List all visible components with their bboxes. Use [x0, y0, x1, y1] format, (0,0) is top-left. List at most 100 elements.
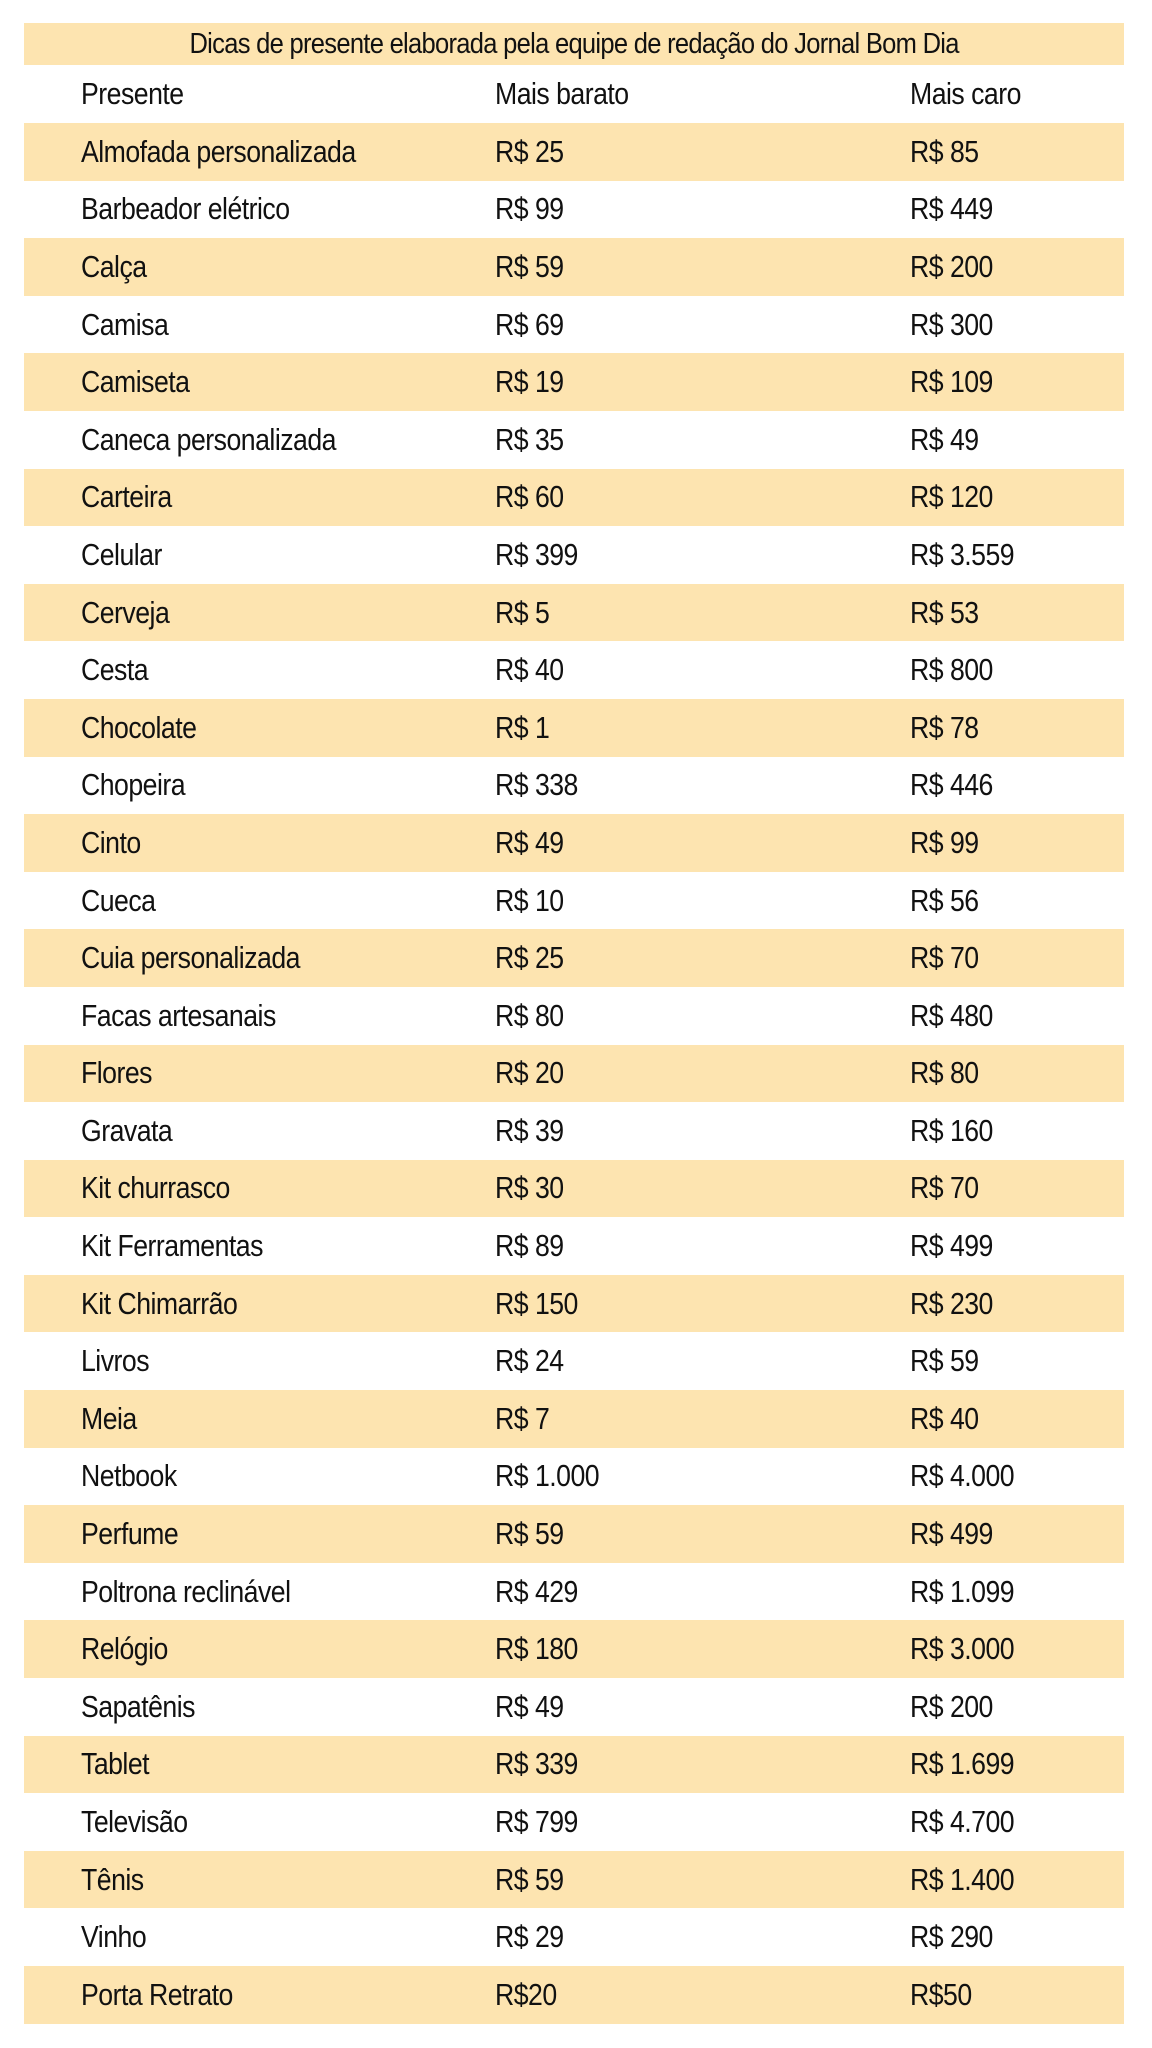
gift-cell: Perfume: [81, 1516, 194, 1552]
priciest-price-cell: R$ 1.099: [910, 1574, 1031, 1610]
priciest-price-cell-text: R$ 70: [910, 1170, 979, 1206]
cheapest-price-cell: R$ 24: [495, 1343, 575, 1379]
table-row: Camiseta R$ 19 R$ 109: [24, 353, 1124, 411]
cheapest-price-cell: R$ 30: [495, 1170, 575, 1206]
gift-cell: Kit Chimarrão: [81, 1286, 263, 1322]
gift-cell-text: Flores: [81, 1055, 152, 1091]
gift-cell-text: Sapatênis: [81, 1688, 195, 1724]
gift-cell: Chopeira: [81, 767, 202, 803]
cheapest-price-cell: R$ 69: [495, 307, 575, 343]
priciest-price-cell-text: R$ 1.699: [910, 1746, 1015, 1782]
cheapest-price-cell-text: R$ 59: [495, 1861, 564, 1897]
priciest-price-cell-text: R$ 480: [910, 997, 993, 1033]
priciest-price-cell-text: R$ 3.559: [910, 536, 1015, 572]
cheapest-price-cell-text: R$ 89: [495, 1228, 564, 1264]
priciest-price-cell-text: R$ 1.400: [910, 1861, 1015, 1897]
gift-cell: Vinho: [81, 1919, 157, 1955]
table-row: Facas artesanais R$ 80 R$ 480: [24, 987, 1124, 1045]
priciest-price-cell-text: R$ 120: [910, 479, 993, 515]
gift-cell: Tablet: [81, 1746, 160, 1782]
cheapest-price-cell: R$ 19: [495, 364, 575, 400]
priciest-price-cell-text: R$ 99: [910, 824, 979, 860]
cheapest-price-cell-text: R$ 180: [495, 1631, 578, 1667]
header-priciest-text: Mais caro: [910, 76, 1021, 111]
gift-cell-text: Gravata: [81, 1112, 173, 1148]
header-cheapest-text: Mais barato: [495, 76, 629, 111]
header-gift-text: Presente: [81, 76, 184, 111]
table-row: Almofada personalizada R$ 25 R$ 85: [24, 123, 1124, 181]
table-row: Cesta R$ 40 R$ 800: [24, 641, 1124, 699]
priciest-price-cell: R$ 499: [910, 1516, 1006, 1552]
table-row: Tênis R$ 59 R$ 1.400: [24, 1850, 1124, 1909]
gift-cell: Cueca: [81, 883, 168, 919]
gift-cell: Porta Retrato: [81, 1977, 258, 2013]
cheapest-price-cell-text: R$ 49: [495, 1688, 564, 1724]
cheapest-price-cell: R$ 99: [495, 191, 575, 227]
table-body: Almofada personalizada R$ 25 R$ 85 Barbeado…: [24, 123, 1124, 2024]
cheapest-price-cell-text: R$ 399: [495, 536, 578, 572]
priciest-price-cell: R$ 1.400: [910, 1862, 1031, 1898]
header-gift: Presente: [81, 76, 200, 112]
table-row: Kit Ferramentas R$ 89 R$ 499: [24, 1217, 1124, 1275]
gift-cell: Televisão: [81, 1804, 205, 1840]
gift-cell-text: Cesta: [81, 652, 149, 688]
priciest-price-cell-text: R$ 80: [910, 1055, 979, 1091]
gift-cell: Carteira: [81, 479, 186, 515]
gift-cell-text: Kit Ferramentas: [81, 1228, 263, 1264]
table-row: Gravata R$ 39 R$ 160: [24, 1102, 1124, 1160]
cheapest-price-cell-text: R$ 25: [495, 940, 564, 976]
priciest-price-cell-text: R$ 446: [910, 767, 993, 803]
table-row: Cinto R$ 49 R$ 99: [24, 814, 1124, 872]
table-row: Celular R$ 399 R$ 3.559: [24, 526, 1124, 584]
priciest-price-cell: R$ 800: [910, 652, 1006, 688]
cheapest-price-cell: R$ 40: [495, 652, 575, 688]
priciest-price-cell: R$ 200: [910, 249, 1006, 285]
gift-cell: Facas artesanais: [81, 998, 307, 1034]
priciest-price-cell: R$ 70: [910, 1170, 990, 1206]
gift-cell: Almofada personalizada: [81, 134, 400, 170]
cheapest-price-cell: R$ 49: [495, 825, 575, 861]
table-row: Relógio R$ 180 R$ 3.000: [24, 1620, 1124, 1679]
cheapest-price-cell: R$ 1: [495, 710, 558, 746]
gift-cell: Caneca personalizada: [81, 422, 378, 458]
cheapest-price-cell-text: R$ 25: [495, 133, 564, 169]
cheapest-price-cell-text: R$ 40: [495, 652, 564, 688]
cheapest-price-cell: R$ 59: [495, 249, 575, 285]
cheapest-price-cell: R$ 1.000: [495, 1458, 616, 1494]
cheapest-price-cell-text: R$ 1: [495, 709, 550, 745]
cheapest-price-cell: R$ 7: [495, 1401, 558, 1437]
priciest-price-cell-text: R$ 53: [910, 594, 979, 630]
cheapest-price-cell: R$ 5: [495, 595, 558, 631]
priciest-price-cell-text: R$ 78: [910, 709, 979, 745]
table-row: Chocolate R$ 1 R$ 78: [24, 698, 1124, 757]
priciest-price-cell-text: R$ 56: [910, 882, 979, 918]
priciest-price-cell: R$ 120: [910, 479, 1006, 515]
gift-cell-text: Cerveja: [81, 594, 170, 630]
priciest-price-cell: R$ 1.699: [910, 1746, 1031, 1782]
gift-cell: Livros: [81, 1343, 160, 1379]
cheapest-price-cell: R$ 25: [495, 940, 575, 976]
gift-cell-text: Almofada personalizada: [81, 133, 356, 169]
priciest-price-cell: R$ 56: [910, 883, 990, 919]
table-row: Camisa R$ 69 R$ 300: [24, 296, 1124, 354]
gift-cell: Kit Ferramentas: [81, 1228, 293, 1264]
gift-cell-text: Caneca personalizada: [81, 421, 337, 457]
gift-cell: Camisa: [81, 307, 182, 343]
table-row: Kit Chimarrão R$ 150 R$ 230: [24, 1274, 1124, 1333]
gift-cell-text: Netbook: [81, 1458, 177, 1494]
priciest-price-cell: R$ 40: [910, 1401, 990, 1437]
cheapest-price-cell: R$ 20: [495, 1055, 575, 1091]
gift-cell-text: Tablet: [81, 1746, 150, 1782]
priciest-price-cell: R$ 446: [910, 767, 1006, 803]
priciest-price-cell-text: R$ 230: [910, 1285, 993, 1321]
cheapest-price-cell-text: R$ 59: [495, 1516, 564, 1552]
priciest-price-cell: R$ 449: [910, 191, 1006, 227]
priciest-price-cell: R$ 290: [910, 1919, 1006, 1955]
table-row: Caneca personalizada R$ 35 R$ 49: [24, 411, 1124, 469]
priciest-price-cell-text: R$ 4.000: [910, 1458, 1015, 1494]
cheapest-price-cell-text: R$ 799: [495, 1804, 578, 1840]
cheapest-price-cell: R$ 10: [495, 883, 575, 919]
priciest-price-cell-text: R$ 49: [910, 421, 979, 457]
priciest-price-cell: R$ 230: [910, 1286, 1006, 1322]
gift-cell-text: Kit Chimarrão: [81, 1285, 238, 1321]
